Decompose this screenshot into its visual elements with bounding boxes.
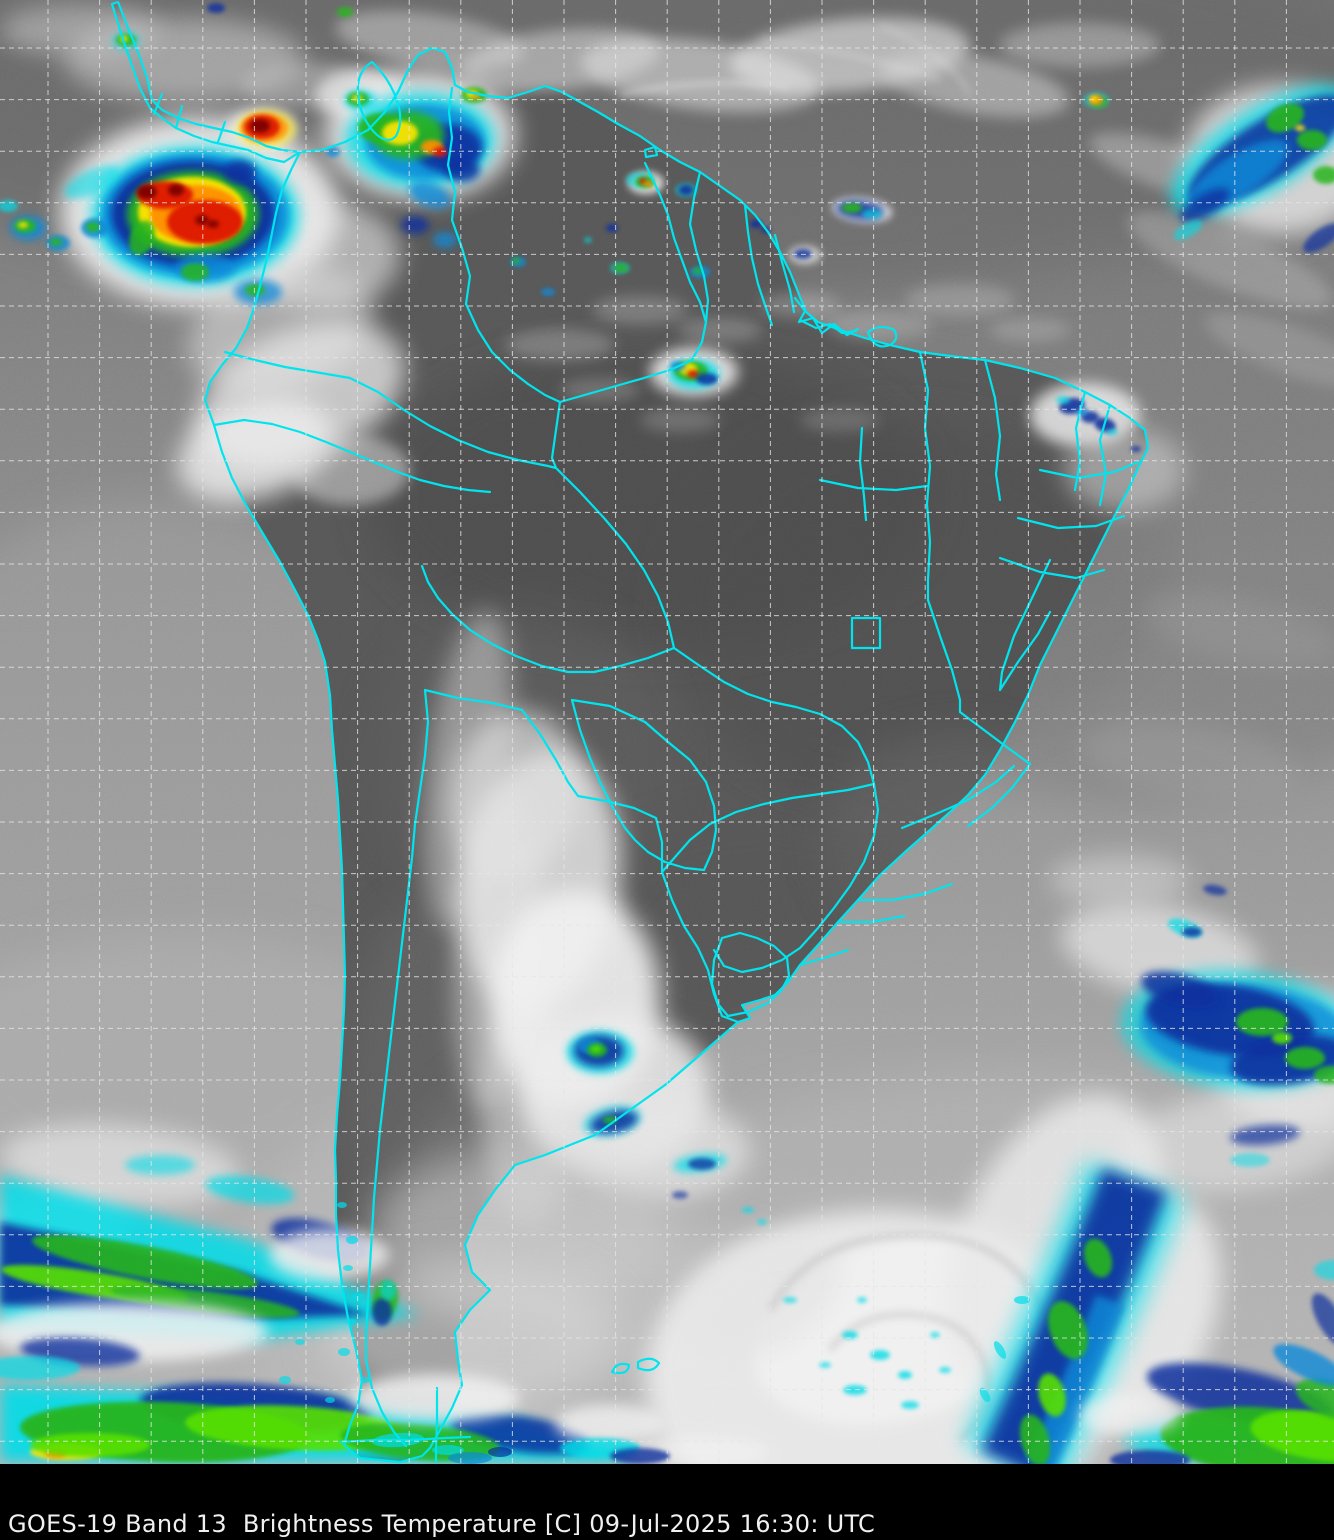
caption-background <box>0 1464 1334 1540</box>
caption-text: GOES-19 Band 13 Brightness Temperature [… <box>8 1510 875 1538</box>
noise-texture <box>0 0 1334 1464</box>
caption-bar: GOES-19 Band 13 Brightness Temperature [… <box>0 1464 1334 1540</box>
